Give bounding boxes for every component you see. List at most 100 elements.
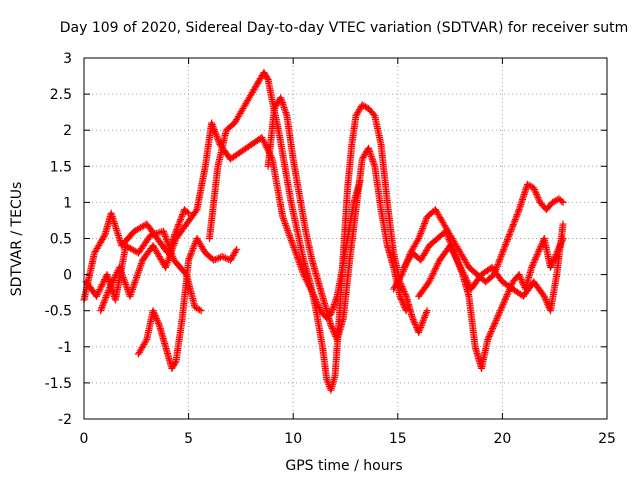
plus-marker — [408, 314, 416, 322]
plus-marker — [171, 236, 179, 244]
plus-marker — [559, 198, 567, 206]
plus-marker — [509, 221, 517, 229]
plus-marker — [534, 249, 542, 257]
plus-marker — [121, 279, 129, 287]
plus-marker — [559, 220, 567, 228]
plus-marker — [328, 323, 336, 331]
plus-marker — [464, 278, 472, 286]
plus-marker — [513, 212, 521, 220]
plus-marker — [165, 255, 173, 263]
plus-marker — [399, 269, 407, 277]
plus-marker — [488, 326, 496, 334]
plus-marker — [428, 273, 436, 281]
plus-marker — [399, 300, 407, 308]
plus-marker — [419, 223, 427, 231]
plus-marker — [502, 241, 510, 249]
plus-marker — [417, 230, 425, 238]
plus-marker — [455, 260, 463, 268]
plus-marker — [509, 222, 517, 230]
plus-marker — [163, 258, 171, 266]
plus-marker — [142, 337, 150, 345]
plus-marker — [411, 319, 419, 327]
series-trace-5 — [206, 68, 431, 394]
plus-marker — [167, 250, 175, 258]
plus-marker — [211, 127, 219, 135]
plus-marker — [496, 308, 504, 316]
plus-marker — [101, 297, 109, 305]
plus-marker — [161, 232, 169, 240]
plus-marker — [149, 307, 157, 315]
plus-marker — [103, 292, 111, 300]
plus-marker — [208, 121, 216, 129]
plus-marker — [417, 228, 425, 236]
plus-marker — [169, 243, 177, 251]
plus-marker — [422, 216, 430, 224]
plus-marker — [421, 220, 429, 228]
plus-marker — [282, 221, 290, 229]
plus-marker — [123, 284, 131, 292]
plus-marker — [495, 259, 503, 267]
plus-marker — [396, 292, 404, 300]
plus-marker — [118, 270, 126, 278]
plus-marker — [287, 237, 295, 245]
plus-marker — [160, 229, 168, 237]
plus-marker — [262, 142, 270, 150]
plus-marker — [540, 292, 548, 300]
plus-marker — [415, 327, 423, 335]
plus-marker — [449, 247, 457, 255]
plus-marker — [171, 238, 179, 246]
plus-marker — [494, 312, 502, 320]
plus-marker — [444, 232, 452, 240]
plus-marker — [533, 251, 541, 259]
plus-marker — [397, 294, 405, 302]
plus-marker — [533, 192, 541, 200]
plus-marker — [542, 297, 550, 305]
plus-marker — [443, 229, 451, 237]
plus-marker — [532, 189, 540, 197]
plus-marker — [218, 253, 226, 261]
chart-title: Day 109 of 2020, Sidereal Day-to-day VTE… — [60, 20, 629, 36]
plus-marker — [293, 252, 301, 260]
plus-marker — [295, 257, 303, 265]
series-trace-4 — [97, 119, 364, 322]
plus-marker — [186, 253, 194, 261]
plus-marker — [503, 291, 511, 299]
plus-marker — [494, 261, 502, 269]
plus-marker — [498, 249, 506, 257]
plus-marker — [177, 216, 185, 224]
plus-marker — [421, 312, 429, 320]
plus-marker — [398, 283, 406, 291]
plus-marker — [100, 232, 108, 240]
plus-marker — [102, 293, 110, 301]
series-trace-7 — [390, 180, 567, 293]
plus-marker — [159, 227, 167, 235]
plus-marker — [494, 313, 502, 321]
plus-marker — [415, 233, 423, 241]
y-tick-label: -2 — [58, 412, 72, 428]
plus-marker — [453, 257, 461, 265]
plus-marker — [496, 307, 504, 315]
plus-marker — [500, 246, 508, 254]
plus-marker — [170, 241, 178, 249]
plus-marker — [263, 74, 271, 82]
plus-marker — [99, 300, 107, 308]
plus-marker — [399, 284, 407, 292]
plus-marker — [503, 237, 511, 245]
plus-marker — [507, 227, 515, 235]
plus-marker — [397, 272, 405, 280]
plus-marker — [108, 280, 116, 288]
plus-marker — [287, 235, 295, 243]
plus-marker — [442, 227, 450, 235]
plus-marker — [281, 220, 289, 228]
plus-marker — [329, 326, 337, 334]
plus-marker — [122, 280, 130, 288]
plus-marker — [280, 216, 288, 224]
plus-marker — [97, 282, 105, 290]
plus-marker — [119, 274, 127, 282]
plus-marker — [210, 124, 218, 132]
plus-marker — [402, 307, 410, 315]
plus-marker — [417, 322, 425, 330]
plus-marker — [416, 325, 424, 333]
plus-marker — [411, 320, 419, 328]
plus-marker — [498, 303, 506, 311]
